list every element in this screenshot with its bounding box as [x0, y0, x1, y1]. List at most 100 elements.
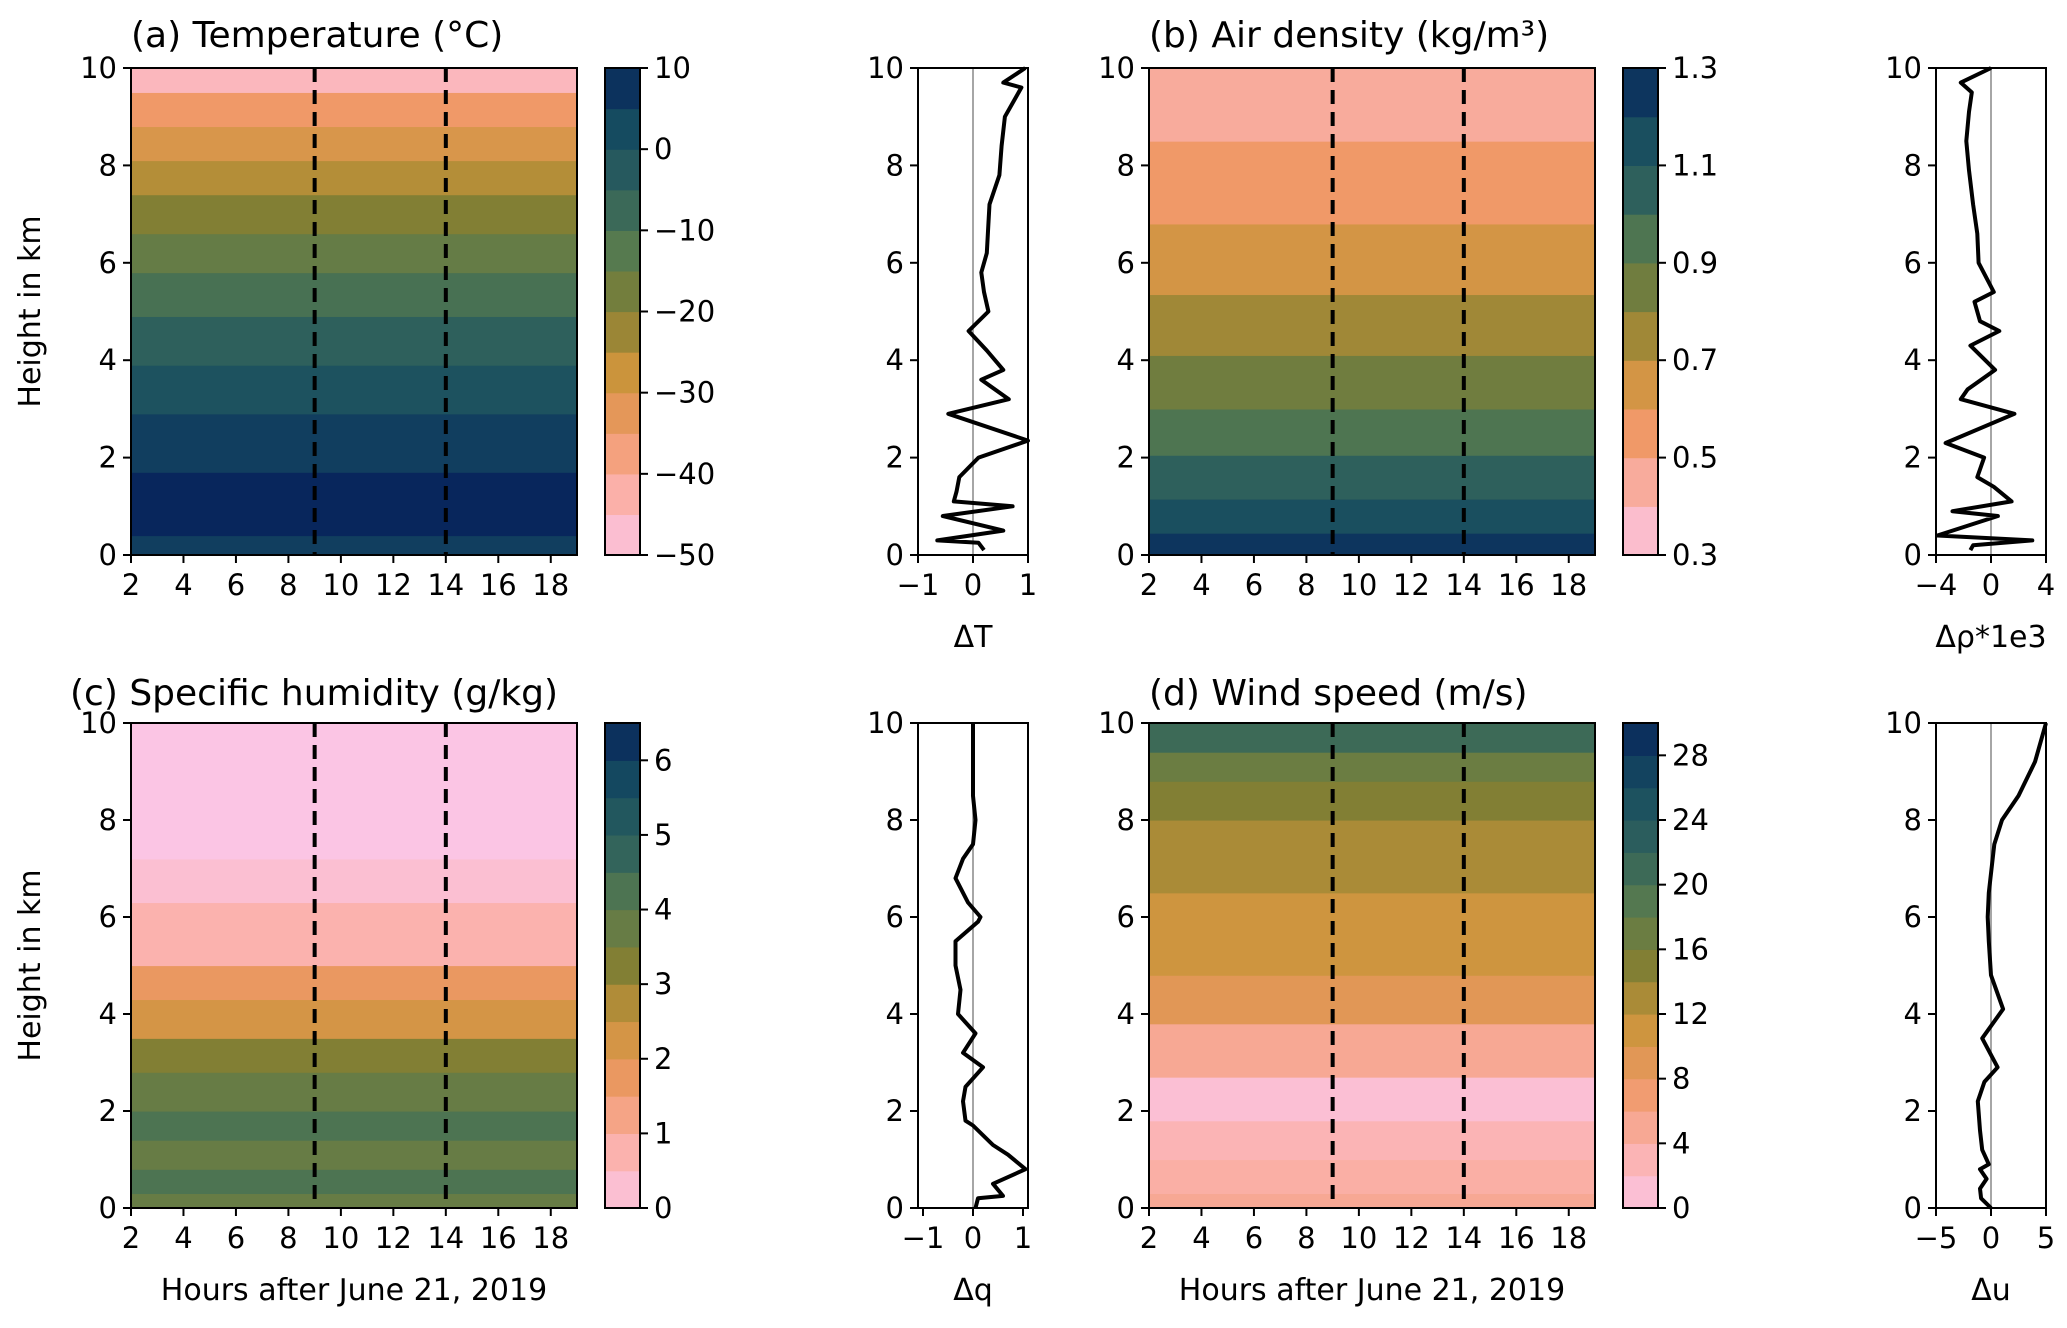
colorbar-tick-label: 10	[654, 51, 691, 85]
contour-band	[131, 68, 577, 93]
profile-y-tick-label: 8	[1904, 803, 1922, 837]
colorbar-tick-label: −10	[654, 213, 715, 247]
colorbar-tick-label: −50	[654, 538, 715, 572]
y-tick-label: 10	[80, 51, 117, 85]
profile-x-axis-label: Δq	[953, 1273, 993, 1308]
colorbar-frame	[1622, 722, 1659, 1209]
colorbar-segment	[605, 1133, 640, 1172]
panel-c: (c) Specific humidity (g/kg)2 4 6 8 10 12 14 16…	[13, 673, 1032, 1308]
x-tick-label: 6	[1245, 568, 1263, 602]
profile-y-tick-label: 8	[1904, 148, 1922, 182]
x-axis-label: Hours after June 21, 2019	[1179, 1273, 1565, 1308]
profile-y-tick-label: 4	[1904, 343, 1922, 377]
colorbar-tick-label: −20	[654, 295, 715, 329]
colorbar-frame	[1622, 67, 1659, 556]
contour-band	[131, 999, 577, 1039]
contour-band	[1149, 1159, 1595, 1195]
x-tick-label: 14	[1445, 1221, 1482, 1255]
contour-band	[1149, 1077, 1595, 1122]
colorbar-segment	[605, 946, 640, 985]
x-tick-label: 4	[174, 568, 192, 602]
x-tick-label: 8	[1297, 1221, 1315, 1255]
colorbar-segment	[1623, 1111, 1658, 1144]
colorbar-segment	[605, 230, 640, 272]
colorbar-tick-label: 1.3	[1672, 51, 1718, 85]
profile-x-tick-label: 0	[964, 568, 982, 602]
contour-band	[1149, 498, 1595, 534]
contour-band	[1149, 1023, 1595, 1078]
x-tick-label: 4	[174, 1221, 192, 1255]
colorbar-tick-label: 24	[1672, 803, 1709, 837]
profile-y-tick-label: 2	[886, 441, 904, 475]
colorbar-segment	[1623, 1175, 1658, 1209]
contour-band	[131, 365, 577, 415]
contour-band	[131, 160, 577, 196]
y-axis-label: Height in km	[13, 215, 48, 407]
y-tick-label: 4	[1117, 343, 1135, 377]
contour-band	[131, 1140, 577, 1170]
colorbar-segment	[605, 909, 640, 948]
y-tick-label: 0	[99, 538, 117, 572]
colorbar-tick-label: 20	[1672, 868, 1709, 902]
profile-x-tick-label: −1	[897, 568, 940, 602]
colorbar-segment	[1623, 68, 1658, 118]
x-tick-label: 16	[1498, 1221, 1535, 1255]
contour-band	[1149, 975, 1595, 1025]
heatmap-frame	[130, 722, 578, 1209]
contour-band	[1149, 141, 1595, 225]
colorbar-tick-label: −30	[654, 376, 715, 410]
colorbar-tick-label: 4	[1672, 1126, 1690, 1160]
profile-y-tick-label: 10	[867, 706, 904, 740]
x-tick-label: 12	[1393, 568, 1430, 602]
profile-y-tick-label: 6	[886, 900, 904, 934]
colorbar-segment	[605, 352, 640, 394]
profile-y-tick-label: 8	[886, 148, 904, 182]
colorbar-tick-label: 12	[1672, 997, 1709, 1031]
y-tick-label: 10	[1098, 706, 1135, 740]
x-tick-label: 12	[1393, 1221, 1430, 1255]
contour-band	[131, 316, 577, 366]
colorbar-segment	[1623, 981, 1658, 1015]
colorbar-tick-label: 0.7	[1672, 343, 1718, 377]
colorbar-tick-label: 1	[654, 1116, 672, 1150]
contour-band	[1149, 408, 1595, 456]
colorbar-segment	[1623, 311, 1658, 361]
profile-y-tick-label: 2	[886, 1094, 904, 1128]
profile-x-axis-label: Δρ*1e3	[1935, 620, 2046, 655]
colorbar-segment	[1623, 506, 1658, 556]
x-tick-label: 2	[1140, 568, 1158, 602]
profile-y-tick-label: 10	[867, 51, 904, 85]
panel-d: (d) Wind speed (m/s)2 4 6 8 10 12 14 16 18024681…	[1098, 673, 2055, 1308]
x-tick-label: 4	[1192, 568, 1210, 602]
panel-title: (d) Wind speed (m/s)	[1149, 673, 1528, 714]
contour-band	[1149, 781, 1595, 821]
x-tick-label: 14	[427, 1221, 464, 1255]
colorbar-segment	[1623, 262, 1658, 313]
contour-band	[131, 472, 577, 537]
heatmap-frame	[1148, 722, 1596, 1209]
contour-band	[131, 126, 577, 162]
x-tick-label: 18	[532, 568, 569, 602]
y-tick-label: 0	[1117, 538, 1135, 572]
difference-profile-line	[953, 723, 1028, 1209]
profile-y-tick-label: 6	[1904, 246, 1922, 280]
profile-x-tick-label: −4	[1915, 568, 1958, 602]
colorbar-segment	[605, 723, 640, 761]
heatmap-frame	[1148, 67, 1596, 556]
profile-y-tick-label: 0	[1904, 538, 1922, 572]
y-tick-label: 10	[1098, 51, 1135, 85]
colorbar-segment	[1623, 884, 1658, 918]
colorbar-segment	[605, 311, 640, 353]
y-tick-label: 0	[1117, 1191, 1135, 1225]
colorbar-segment	[605, 149, 640, 191]
contour-band	[1149, 455, 1595, 500]
colorbar-tick-label: 3	[654, 967, 672, 1001]
colorbar-segment	[605, 797, 640, 836]
profile-y-tick-label: 8	[886, 803, 904, 837]
profile-x-tick-label: −5	[1915, 1221, 1958, 1255]
colorbar-tick-label: 0	[654, 132, 672, 166]
colorbar-segment	[605, 1096, 640, 1134]
y-tick-label: 2	[1117, 441, 1135, 475]
y-tick-label: 10	[80, 706, 117, 740]
